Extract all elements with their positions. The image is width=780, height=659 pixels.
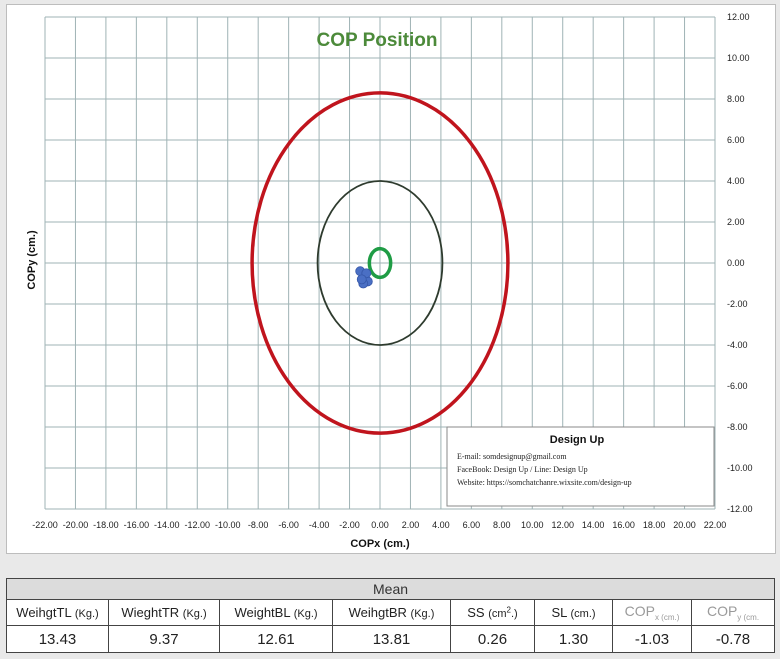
x-tick-label: 22.00 xyxy=(704,520,727,530)
info-box-title: Design Up xyxy=(550,434,605,446)
confidence-ellipses xyxy=(250,91,510,435)
value-weight-br: 13.81 xyxy=(332,625,451,653)
tick-labels: -22.00 -20.00 -18.00 -16.00 -14.00 -12.00 -10.… xyxy=(32,12,752,530)
info-box-website: Website: https://somchatchanre.wixsite.c… xyxy=(457,478,632,487)
y-tick-label: -6.00 xyxy=(727,381,748,391)
cop-chart: -22.00 -20.00 -18.00 -16.00 -14.00 -12.00 -10.… xyxy=(26,12,753,550)
info-box-email: E-mail: somdesignup@gmail.com xyxy=(457,452,567,461)
y-tick-label: -12.00 xyxy=(727,504,753,514)
cop-points xyxy=(355,266,373,289)
value-copx: -1.03 xyxy=(612,625,692,653)
x-tick-label: -10.00 xyxy=(215,520,241,530)
y-tick-label: 12.00 xyxy=(727,12,750,22)
col-weight-tl: WeihgtTL (Kg.) xyxy=(6,599,109,626)
y-axis-label: COPy (cm.) xyxy=(26,230,38,290)
x-tick-label: -16.00 xyxy=(124,520,150,530)
x-tick-label: 2.00 xyxy=(402,520,420,530)
x-tick-label: 6.00 xyxy=(463,520,481,530)
mean-header: Mean xyxy=(5,578,776,600)
x-tick-label: -6.00 xyxy=(278,520,299,530)
info-box-frame xyxy=(446,426,715,507)
x-tick-label: -8.00 xyxy=(248,520,269,530)
x-tick-label: -12.00 xyxy=(185,520,211,530)
x-tick-label: -22.00 xyxy=(32,520,58,530)
x-tick-label: 10.00 xyxy=(521,520,544,530)
ellipse-1 xyxy=(316,180,444,346)
chart-area: -22.00 -20.00 -18.00 -16.00 -14.00 -12.00 -10.… xyxy=(6,4,776,554)
value-copy: -0.78 xyxy=(690,625,776,653)
x-tick-label: 20.00 xyxy=(673,520,696,530)
chart-title: COP Position xyxy=(316,30,437,51)
x-tick-label: 14.00 xyxy=(582,520,605,530)
value-weight-tl: 13.43 xyxy=(6,625,109,653)
info-box: Design Up E-mail: somdesignup@gmail.com … xyxy=(446,426,715,507)
x-tick-label: 0.00 xyxy=(371,520,389,530)
y-tick-label: 4.00 xyxy=(727,176,745,186)
info-box-facebook: FaceBook: Design Up / Line: Design Up xyxy=(457,465,588,474)
x-tick-label: -4.00 xyxy=(309,520,330,530)
y-tick-label: 10.00 xyxy=(727,53,750,63)
col-weight-tr: WieghtTR (Kg.) xyxy=(108,599,220,626)
value-ss: 0.26 xyxy=(450,625,535,653)
col-sl: SL (cm.) xyxy=(534,599,613,626)
value-weight-tr: 9.37 xyxy=(108,625,220,653)
x-tick-label: -2.00 xyxy=(339,520,360,530)
ellipse-0 xyxy=(250,91,510,435)
x-tick-label: 8.00 xyxy=(493,520,511,530)
col-copy: COPy (cm. xyxy=(690,599,776,626)
value-weight-bl: 12.61 xyxy=(219,625,333,653)
y-tick-label: 6.00 xyxy=(727,135,745,145)
col-weight-br: WeihgtBR (Kg.) xyxy=(332,599,451,626)
y-tick-label: -2.00 xyxy=(727,299,748,309)
cop-point xyxy=(356,274,367,285)
y-tick-label: 2.00 xyxy=(727,217,745,227)
x-axis-label: COPx (cm.) xyxy=(350,538,410,550)
col-ss: SS (cm2.) xyxy=(450,599,535,626)
x-tick-label: 12.00 xyxy=(551,520,574,530)
ellipse-2 xyxy=(367,246,393,280)
col-weight-bl: WeightBL (Kg.) xyxy=(219,599,333,626)
y-tick-label: 8.00 xyxy=(727,94,745,104)
y-tick-label: -8.00 xyxy=(727,422,748,432)
value-sl: 1.30 xyxy=(534,625,613,653)
x-tick-label: -14.00 xyxy=(154,520,180,530)
y-tick-label: -4.00 xyxy=(727,340,748,350)
y-tick-label: -10.00 xyxy=(727,463,753,473)
x-tick-label: 18.00 xyxy=(643,520,666,530)
y-tick-label: 0.00 xyxy=(727,258,745,268)
x-tick-label: 16.00 xyxy=(612,520,635,530)
grid xyxy=(44,16,716,510)
x-tick-label: 4.00 xyxy=(432,520,450,530)
x-tick-label: -18.00 xyxy=(93,520,119,530)
col-copx: COPx (cm.) xyxy=(612,599,692,626)
x-tick-label: -20.00 xyxy=(63,520,89,530)
mean-table: Mean WeihgtTL (Kg.) WieghtTR (Kg.) Weigh… xyxy=(5,578,776,653)
